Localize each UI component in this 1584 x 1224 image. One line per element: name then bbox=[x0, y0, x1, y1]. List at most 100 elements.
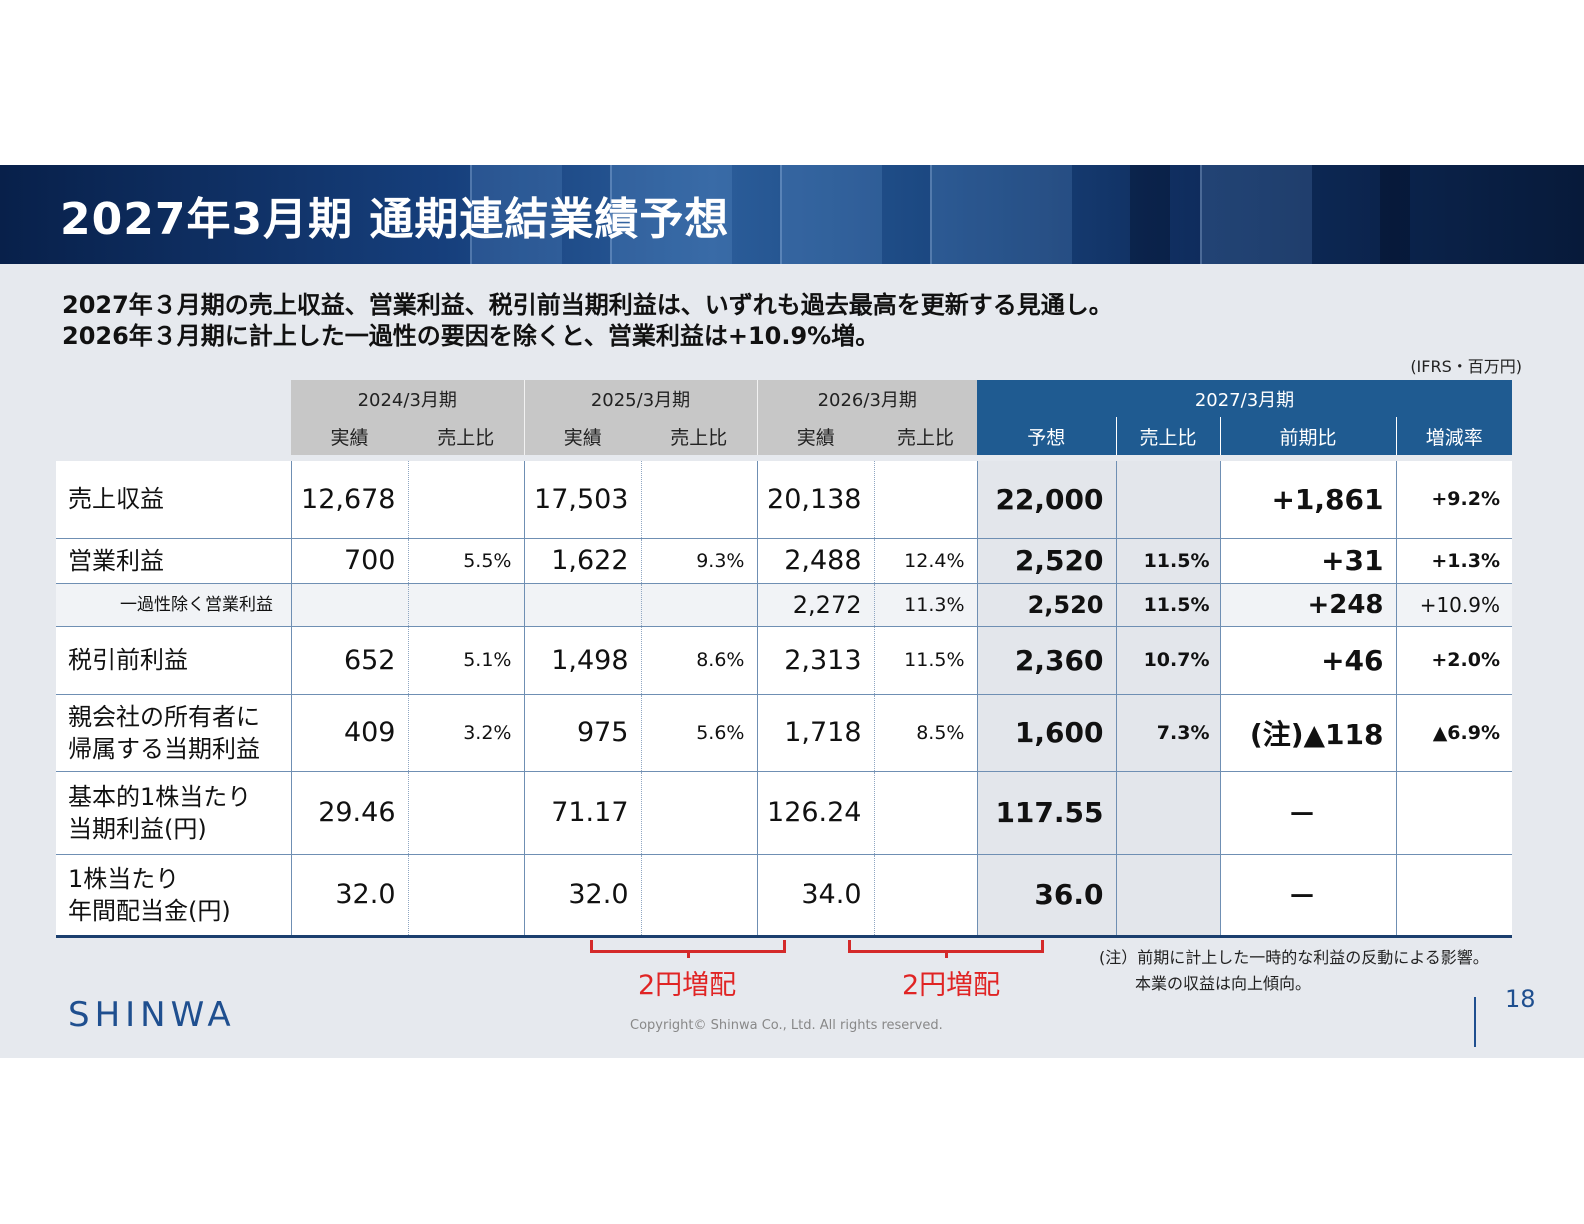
table-row: 基本的1株当たり 当期利益(円) 29.46 71.17 126.24 117.… bbox=[56, 771, 1512, 855]
yoy-change: (注)▲118 bbox=[1220, 694, 1397, 772]
table-row: 売上収益 12,678 17,503 20,138 22,000 +1,861 … bbox=[56, 461, 1512, 539]
col-ratio-2024: 売上比 bbox=[408, 417, 525, 455]
period-2026: 2026/3月期 bbox=[757, 380, 977, 417]
value-2024: 29.46 bbox=[291, 771, 409, 855]
ratio-2025 bbox=[641, 583, 758, 627]
ratio-2024 bbox=[408, 771, 525, 855]
ratio-2026 bbox=[874, 771, 978, 855]
change-rate bbox=[1396, 771, 1512, 855]
value-2026: 126.24 bbox=[757, 771, 875, 855]
value-2025: 17,503 bbox=[524, 461, 642, 539]
value-2024: 12,678 bbox=[291, 461, 409, 539]
value-2025 bbox=[524, 583, 642, 627]
banner-decoration bbox=[1200, 165, 1312, 264]
ratio-2025 bbox=[641, 771, 758, 855]
forecast-ratio-2027 bbox=[1116, 854, 1221, 938]
yoy-change: － bbox=[1220, 854, 1397, 938]
forecast-ratio-2027: 11.5% bbox=[1116, 538, 1221, 584]
period-header-row: 2024/3月期 2025/3月期 2026/3月期 2027/3月期 bbox=[56, 380, 1512, 417]
row-label: 1株当たり 年間配当金(円) bbox=[56, 854, 292, 938]
forecast-2027: 22,000 bbox=[977, 461, 1117, 539]
lead-text: 2027年３月期の売上収益、営業利益、税引前当期利益は、いずれも過去最高を更新す… bbox=[62, 290, 1113, 352]
company-logo: SHINWA bbox=[68, 995, 236, 1035]
table-row: 一過性除く営業利益 2,272 11.3% 2,520 11.5% +248 +… bbox=[56, 583, 1512, 627]
title-banner: 2027年3月期 通期連結業績予想 bbox=[0, 165, 1584, 264]
forecast-ratio-2027 bbox=[1116, 461, 1221, 539]
col-actual-2025: 実績 bbox=[524, 417, 641, 455]
value-2026: 1,718 bbox=[757, 694, 875, 772]
col-forecast-2027: 予想 bbox=[977, 417, 1117, 455]
change-rate: ▲6.9% bbox=[1396, 694, 1512, 772]
table-row: 税引前利益 652 5.1% 1,498 8.6% 2,313 11.5% 2,… bbox=[56, 626, 1512, 695]
value-2024: 32.0 bbox=[291, 854, 409, 938]
col-actual-2026: 実績 bbox=[757, 417, 874, 455]
col-ratio-2025: 売上比 bbox=[641, 417, 758, 455]
banner-decoration bbox=[930, 165, 1072, 264]
row-label-line-2: 当期利益(円) bbox=[68, 814, 207, 843]
header-blank bbox=[56, 417, 291, 455]
row-label: 親会社の所有者に 帰属する当期利益 bbox=[56, 694, 292, 772]
banner-decoration bbox=[1380, 165, 1410, 264]
ratio-2026 bbox=[874, 461, 978, 539]
ratio-2025 bbox=[641, 854, 758, 938]
ratio-2024 bbox=[408, 583, 525, 627]
yoy-change: － bbox=[1220, 771, 1397, 855]
increase-label-2: 2円増配 bbox=[902, 970, 1001, 1001]
ratio-2026: 11.3% bbox=[874, 583, 978, 627]
ratio-2024: 5.5% bbox=[408, 538, 525, 584]
row-label-line-1: 基本的1株当たり bbox=[68, 782, 252, 811]
slide: 2027年3月期 通期連結業績予想 2027年３月期の売上収益、営業利益、税引前… bbox=[0, 165, 1584, 1058]
ratio-2025: 8.6% bbox=[641, 626, 758, 695]
banner-decoration bbox=[1130, 165, 1170, 264]
value-2025: 71.17 bbox=[524, 771, 642, 855]
column-header-row: 実績 売上比 実績 売上比 実績 売上比 予想 売上比 前期比 増減率 bbox=[56, 417, 1512, 455]
yoy-change: +1,861 bbox=[1220, 461, 1397, 539]
change-rate: +9.2% bbox=[1396, 461, 1512, 539]
forecast-2027: 2,360 bbox=[977, 626, 1117, 695]
forecast-2027: 36.0 bbox=[977, 854, 1117, 938]
ratio-2025: 9.3% bbox=[641, 538, 758, 584]
value-2026: 34.0 bbox=[757, 854, 875, 938]
footnote: (注）前期に計上した一時的な利益の反動による影響。 本業の収益は向上傾向。 bbox=[1099, 945, 1489, 997]
lead-line-1: 2027年３月期の売上収益、営業利益、税引前当期利益は、いずれも過去最高を更新す… bbox=[62, 291, 1113, 319]
change-rate: +10.9% bbox=[1396, 583, 1512, 627]
change-rate: +2.0% bbox=[1396, 626, 1512, 695]
footnote-line-1: (注）前期に計上した一時的な利益の反動による影響。 bbox=[1099, 948, 1489, 967]
forecast-ratio-2027: 11.5% bbox=[1116, 583, 1221, 627]
copyright: Copyright© Shinwa Co., Ltd. All rights r… bbox=[630, 1018, 943, 1033]
banner-decoration bbox=[780, 165, 882, 264]
increase-label-1: 2円増配 bbox=[638, 970, 737, 1001]
col-ratio-2026: 売上比 bbox=[874, 417, 977, 455]
value-2025: 32.0 bbox=[524, 854, 642, 938]
value-2024: 409 bbox=[291, 694, 409, 772]
row-label-line-1: 親会社の所有者に bbox=[68, 702, 260, 731]
table-row: 営業利益 700 5.5% 1,622 9.3% 2,488 12.4% 2,5… bbox=[56, 538, 1512, 584]
unit-note: (IFRS・百万円) bbox=[1410, 357, 1522, 376]
yoy-change: +248 bbox=[1220, 583, 1397, 627]
banner-decoration bbox=[470, 165, 562, 264]
row-label: 税引前利益 bbox=[56, 626, 292, 695]
ratio-2024: 3.2% bbox=[408, 694, 525, 772]
col-rate: 増減率 bbox=[1396, 417, 1512, 455]
header-blank bbox=[56, 380, 291, 417]
yoy-change: +46 bbox=[1220, 626, 1397, 695]
forecast-2027: 2,520 bbox=[977, 538, 1117, 584]
page-number: 18 bbox=[1505, 985, 1536, 1013]
increase-bracket-1 bbox=[590, 940, 786, 958]
col-actual-2024: 実績 bbox=[291, 417, 408, 455]
row-label: 基本的1株当たり 当期利益(円) bbox=[56, 771, 292, 855]
forecast-2027: 117.55 bbox=[977, 771, 1117, 855]
ratio-2026: 11.5% bbox=[874, 626, 978, 695]
value-2026: 20,138 bbox=[757, 461, 875, 539]
value-2025: 975 bbox=[524, 694, 642, 772]
period-2025: 2025/3月期 bbox=[524, 380, 758, 417]
lead-line-2: 2026年３月期に計上した一過性の要因を除くと、営業利益は+10.9%増。 bbox=[62, 322, 880, 350]
change-rate: +1.3% bbox=[1396, 538, 1512, 584]
value-2026: 2,488 bbox=[757, 538, 875, 584]
value-2025: 1,498 bbox=[524, 626, 642, 695]
ratio-2024 bbox=[408, 854, 525, 938]
row-label: 一過性除く営業利益 bbox=[56, 583, 292, 627]
table-row: 1株当たり 年間配当金(円) 32.0 32.0 34.0 36.0 － bbox=[56, 854, 1512, 938]
ratio-2025: 5.6% bbox=[641, 694, 758, 772]
forecast-2027: 1,600 bbox=[977, 694, 1117, 772]
